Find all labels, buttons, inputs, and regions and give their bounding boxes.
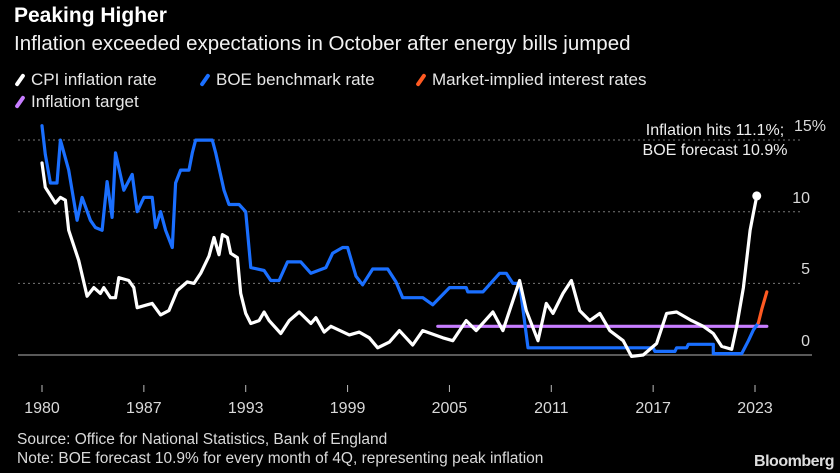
chart-subtitle: Inflation exceeded expectations in Octob… [14,32,631,55]
chart-title: Peaking Higher [14,4,167,27]
legend-item-market: Market-implied interest rates [415,70,646,90]
x-tick-label: 1999 [329,400,366,417]
legend-label: CPI inflation rate [31,70,157,89]
x-tick-label: 2005 [431,400,468,417]
legend-label: Market-implied interest rates [432,70,647,89]
legend-label: BOE benchmark rate [216,70,375,89]
y-tick-label: 15% [793,118,826,136]
footnote: Note: BOE forecast 10.9% for every month… [17,450,544,467]
y-tick-label: 10 [792,189,810,207]
legend-label: Inflation target [31,92,139,111]
legend-item-cpi: CPI inflation rate [14,70,157,90]
source-note: Source: Office for National Statistics, … [17,431,388,448]
market-implied-rates-line [756,290,769,325]
cpi-inflation-line [40,161,759,358]
x-tick-label: 1987 [126,400,162,417]
peak-annotation: Inflation hits 11.1%; BOE forecast 10.9% [642,122,788,159]
cpi-peak-marker [752,191,762,201]
x-tick-label: 1980 [24,400,60,417]
x-tick-label: 1993 [227,400,264,417]
x-tick-label: 2017 [635,400,671,417]
bloomberg-logo: Bloomberg [754,453,834,470]
legend-item-boe: BOE benchmark rate [199,70,375,90]
x-tick-label: 2023 [737,400,773,417]
legend-item-target: Inflation target [14,92,139,112]
y-tick-label: 0 [801,333,810,350]
boe-rate-line [40,124,760,356]
x-tick-label: 2011 [534,400,569,417]
y-tick-label: 5 [801,261,810,279]
